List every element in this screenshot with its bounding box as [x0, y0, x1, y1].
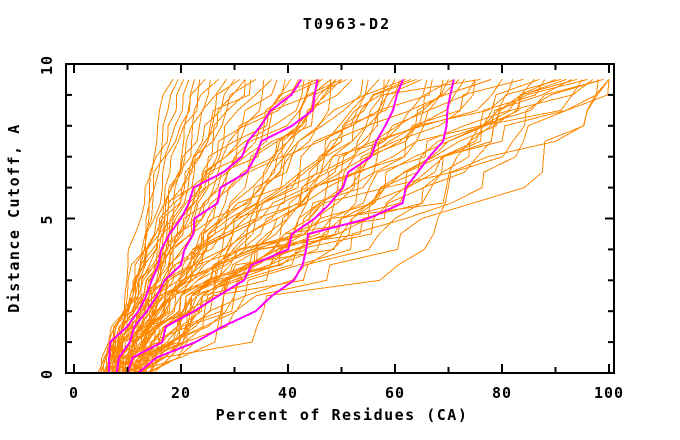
- x-tick-label: 60: [385, 384, 405, 402]
- ensemble-model-curve: [97, 79, 174, 373]
- x-tick-label: 20: [171, 384, 191, 402]
- x-axis-label: Percent of Residues (CA): [216, 406, 469, 424]
- plot-title: T0963-D2: [303, 15, 391, 33]
- ensemble-model-curve: [145, 78, 604, 373]
- highlighted-model-curve: [107, 78, 303, 373]
- ensemble-model-curve: [132, 78, 567, 373]
- ensemble-model-curve: [116, 78, 406, 373]
- x-tick-label: 100: [594, 384, 624, 402]
- highlighted-model-curve: [115, 79, 319, 373]
- y-tick-label: 0: [38, 369, 56, 379]
- ensemble-model-curve: [121, 79, 313, 373]
- model-curves-layer: [97, 78, 610, 373]
- tick-labels-layer: 0 20 40 60 80 100 0 5 10: [38, 55, 624, 402]
- ensemble-model-curve: [148, 79, 610, 373]
- ensemble-model-curve: [148, 78, 556, 373]
- ensemble-model-curve: [116, 79, 332, 373]
- ensemble-model-curve: [102, 79, 251, 373]
- y-axis-label: Distance Cutoff, A: [5, 123, 23, 313]
- ensemble-model-curve: [121, 78, 417, 373]
- ensemble-model-curve: [132, 78, 492, 373]
- x-tick-label: 40: [278, 384, 298, 402]
- ensemble-model-curve: [143, 79, 610, 373]
- ensemble-model-curve: [143, 79, 535, 373]
- ensemble-model-curve: [100, 79, 179, 373]
- ensemble-model-curve: [127, 78, 423, 373]
- ensemble-model-curve: [113, 79, 227, 373]
- ensemble-model-curve: [135, 78, 604, 373]
- axes-box-and-ticks: [65, 63, 615, 374]
- highlighted-model-curve: [137, 79, 455, 373]
- ensemble-model-curve: [151, 78, 572, 373]
- x-tick-label: 80: [492, 384, 512, 402]
- ensemble-model-curve: [121, 79, 391, 373]
- ensemble-model-curve: [127, 79, 583, 373]
- highlighted-model-curve: [126, 79, 404, 373]
- x-tick-label: 0: [69, 384, 79, 402]
- y-tick-label: 5: [38, 214, 56, 224]
- ensemble-model-curve: [110, 78, 481, 373]
- ensemble-model-curve: [119, 79, 401, 373]
- ensemble-model-curve: [108, 78, 348, 373]
- y-tick-label: 10: [38, 55, 56, 75]
- ensemble-model-curve: [124, 79, 546, 373]
- ensemble-model-curve: [137, 79, 514, 373]
